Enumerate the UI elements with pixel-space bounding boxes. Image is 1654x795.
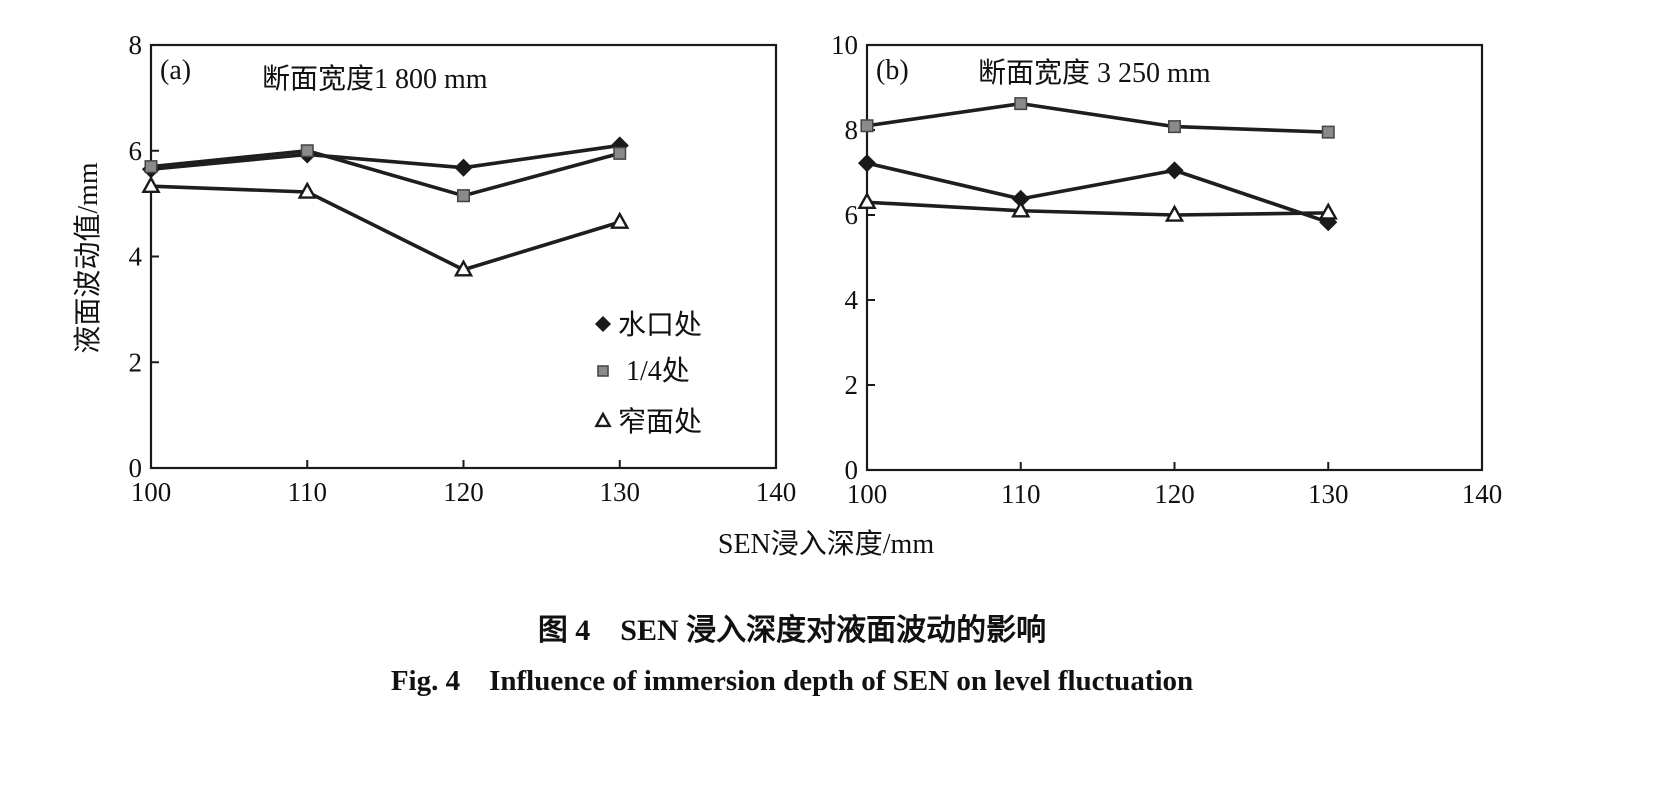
y-tick-label: 8 [845, 115, 859, 145]
data-point-square [300, 144, 314, 158]
x-tick-label: 110 [288, 477, 328, 507]
data-point-square [144, 160, 158, 174]
y-tick-label: 6 [129, 136, 143, 166]
data-point-triangle [610, 211, 630, 229]
figure-caption-english: Fig. 4 Influence of immersion depth of S… [391, 665, 1193, 697]
series-line-square [150, 148, 621, 198]
panel-b-ticks: 100 110 120 130 140 0 2 4 6 8 10 [831, 30, 1502, 509]
data-point-triangle [297, 181, 317, 199]
legend-item-narrow-face: 窄面处 [594, 406, 702, 438]
x-tick-label: 130 [1308, 479, 1349, 509]
data-point-square [1321, 125, 1335, 139]
figure-caption-chinese: 图 4 SEN 浸入深度对液面波动的影响 [538, 614, 1046, 647]
legend-label-quarter: 1/4处 [626, 355, 690, 387]
y-tick-label: 0 [845, 455, 859, 485]
data-point-diamond [1165, 161, 1184, 180]
panel-a-ticks: 100 110 120 130 140 0 2 4 6 8 [129, 30, 797, 507]
y-tick-label: 6 [845, 200, 859, 230]
data-point-triangle [453, 259, 474, 277]
legend-marker-square [597, 365, 609, 377]
y-tick-label: 2 [129, 347, 143, 377]
panel-a-title: 断面宽度1 800 mm [262, 63, 488, 95]
y-tick-label: 10 [831, 30, 858, 60]
data-point-square [613, 146, 627, 160]
panel-a-lines [150, 143, 621, 272]
y-tick-label: 4 [845, 285, 859, 315]
panel-b-markers [857, 97, 1338, 232]
data-point-triangle [1318, 202, 1338, 220]
panel-a: 100 110 120 130 140 0 2 4 6 8 (a) 断面宽度1 800 mm 水口… [129, 30, 797, 507]
legend-marker-diamond [594, 315, 612, 333]
series-line-square [866, 101, 1329, 134]
x-tick-label: 140 [756, 477, 797, 507]
legend-marker-triangle [594, 411, 612, 428]
x-tick-label: 120 [1154, 479, 1195, 509]
data-point-triangle [1011, 200, 1031, 218]
panel-b-label: (b) [876, 55, 909, 86]
y-tick-label: 4 [129, 242, 143, 272]
series-line-diamond [866, 161, 1329, 224]
y-tick-label: 8 [129, 30, 143, 60]
data-point-diamond [857, 154, 877, 173]
data-point-triangle [141, 175, 161, 193]
panel-a-markers [141, 136, 630, 277]
panel-a-label: (a) [160, 55, 191, 86]
y-axis-label: 液面波动值/mm [72, 162, 104, 354]
data-point-triangle [1164, 204, 1185, 222]
legend-label-nozzle: 水口处 [618, 309, 702, 341]
data-point-triangle [857, 191, 877, 210]
series-line-triangle [150, 184, 621, 272]
data-point-square [860, 119, 874, 133]
x-tick-label: 120 [443, 477, 484, 507]
x-tick-label: 140 [1462, 479, 1503, 509]
legend-item-quarter: 1/4处 [597, 355, 690, 387]
panel-b-lines [866, 101, 1329, 224]
series-line-triangle [866, 200, 1329, 217]
data-point-square [1014, 97, 1028, 111]
data-point-square [1167, 120, 1182, 134]
x-axis-label: SEN浸入深度/mm [718, 528, 934, 560]
panel-a-legend: 水口处 1/4处 窄面处 [594, 309, 702, 438]
y-tick-label: 2 [845, 370, 859, 400]
x-tick-label: 110 [1001, 479, 1041, 509]
x-tick-label: 100 [131, 477, 172, 507]
y-tick-label: 0 [129, 453, 143, 483]
panel-b-title: 断面宽度 3 250 mm [978, 57, 1211, 89]
legend-label-narrow-face: 窄面处 [618, 406, 702, 438]
panel-b: 100 110 120 130 140 0 2 4 6 8 10 (b) 断面宽度 3 250 mm [831, 30, 1502, 509]
legend-item-nozzle: 水口处 [594, 309, 702, 341]
data-point-diamond [454, 158, 473, 177]
x-tick-label: 100 [847, 479, 888, 509]
series-line-diamond [150, 143, 621, 172]
x-tick-label: 130 [600, 477, 641, 507]
data-point-square [456, 189, 471, 203]
